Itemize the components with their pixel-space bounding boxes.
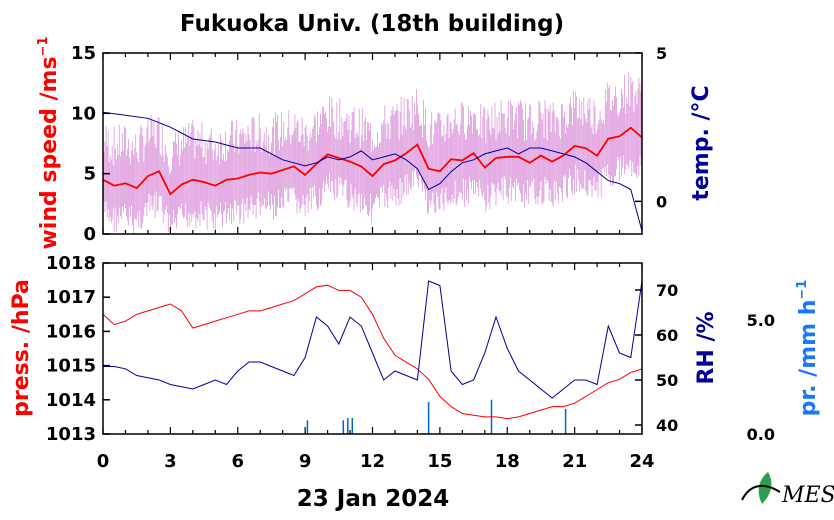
wind-speed-tick-label: 10 bbox=[71, 103, 96, 124]
pressure-line bbox=[102, 284, 643, 420]
x-tick-label: 0 bbox=[97, 451, 110, 472]
precipitation-tick-label: 5.0 bbox=[747, 311, 775, 330]
pressure-tick-label: 1015 bbox=[46, 356, 96, 377]
date-label: 23 Jan 2024 bbox=[297, 486, 450, 512]
precipitation-axis-label: pr. /mm h−1 bbox=[795, 280, 821, 417]
x-tick-label: 6 bbox=[231, 451, 244, 472]
x-tick-label: 21 bbox=[562, 451, 587, 472]
pressure-tick-label: 1013 bbox=[46, 424, 96, 445]
chart-title: Fukuoka Univ. (18th building) bbox=[180, 11, 564, 37]
x-tick-label: 24 bbox=[629, 451, 654, 472]
precipitation-tick-label: 0.0 bbox=[747, 425, 775, 444]
precipitation-bars bbox=[306, 399, 567, 434]
bottom-panel-frame bbox=[102, 262, 643, 435]
pressure-tick-label: 1016 bbox=[46, 321, 96, 342]
wind-speed-tick-label: 15 bbox=[71, 43, 96, 64]
wind-speed-tick-label: 5 bbox=[83, 164, 96, 185]
humidity-tick-label: 50 bbox=[656, 371, 678, 390]
wind-speed-axis-label: wind speed /ms−1 bbox=[36, 36, 62, 249]
logo-text: MES bbox=[781, 483, 834, 508]
temperature-tick-label: 0 bbox=[656, 192, 667, 211]
pressure-tick-label: 1017 bbox=[46, 287, 96, 308]
logo-leaf-icon bbox=[758, 472, 772, 504]
top-panel-ticks: 0 5 10 15 0 5 bbox=[71, 43, 667, 245]
bottom-panel: 1013 1014 1015 1016 1017 1018 40 50 60 70 0.0 5.0 0 3… bbox=[9, 253, 821, 472]
humidity-line bbox=[103, 280, 643, 399]
humidity-tick-label: 40 bbox=[656, 416, 678, 435]
logo-swoosh-icon bbox=[741, 484, 781, 501]
pressure-tick-label: 1018 bbox=[46, 253, 96, 274]
x-tick-label: 9 bbox=[299, 451, 312, 472]
wind-gust-series bbox=[102, 72, 642, 234]
pressure-axis-label: press. /hPa bbox=[9, 279, 34, 417]
temperature-axis-label: temp. /°C bbox=[689, 85, 714, 200]
logo: MES bbox=[741, 472, 834, 508]
x-tick-label: 18 bbox=[495, 451, 520, 472]
wind-speed-tick-label: 0 bbox=[83, 224, 96, 245]
x-tick-label: 3 bbox=[164, 451, 177, 472]
pressure-tick-label: 1014 bbox=[46, 390, 96, 411]
humidity-tick-label: 70 bbox=[656, 281, 678, 300]
humidity-axis-label: RH /% bbox=[694, 311, 719, 384]
top-panel: 0 5 10 15 0 5 wind speed /ms−1 temp. /°C bbox=[36, 36, 714, 249]
temperature-line bbox=[102, 111, 643, 232]
wind-mean-line bbox=[102, 126, 643, 196]
bottom-panel-ticks: 1013 1014 1015 1016 1017 1018 40 50 60 70 0.0 5.0 0 3… bbox=[46, 253, 775, 472]
temperature-tick-label: 5 bbox=[656, 44, 667, 63]
x-tick-label: 15 bbox=[427, 451, 452, 472]
humidity-tick-label: 60 bbox=[656, 326, 678, 345]
x-tick-label: 12 bbox=[360, 451, 385, 472]
